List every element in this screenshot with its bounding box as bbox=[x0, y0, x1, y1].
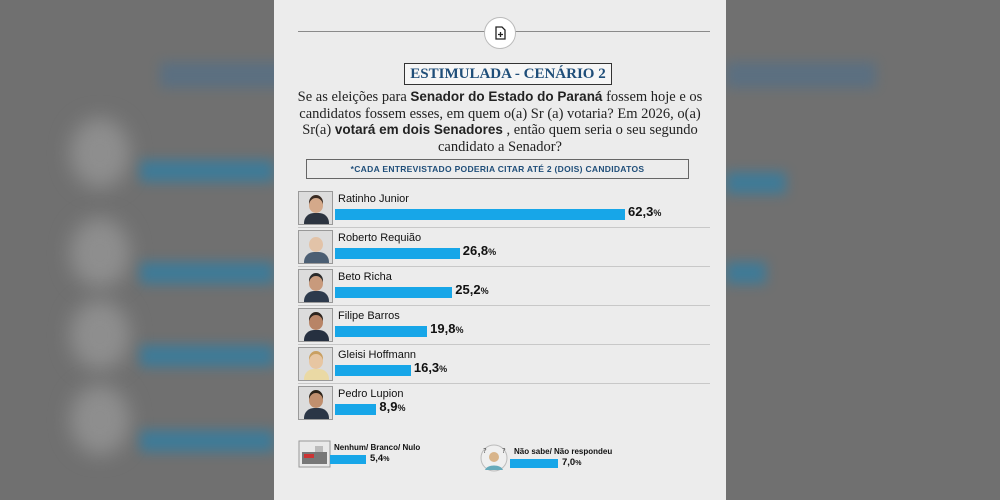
chart-bar bbox=[335, 248, 460, 259]
candidate-name: Ratinho Junior bbox=[338, 193, 409, 205]
document-plus-icon[interactable] bbox=[484, 17, 516, 49]
candidate-photo bbox=[298, 191, 333, 225]
candidate-photo bbox=[298, 386, 333, 420]
scenario-title: ESTIMULADA - CENÁRIO 2 bbox=[404, 63, 612, 85]
chart-bar bbox=[335, 326, 428, 337]
footer-value: 7,0% bbox=[562, 457, 582, 468]
footer-none-blank-null: Nenhum/ Branco/ Nulo 5,4% bbox=[298, 440, 478, 470]
poll-card: ESTIMULADA - CENÁRIO 2 Se as eleições pa… bbox=[274, 0, 726, 500]
candidate-name: Roberto Requião bbox=[338, 232, 422, 244]
question-person-icon: ?? bbox=[478, 444, 511, 472]
chart-row: Pedro Lupion 8,9% bbox=[298, 386, 718, 422]
ballot-box-icon bbox=[298, 440, 331, 468]
candidate-photo bbox=[298, 230, 333, 264]
row-divider bbox=[298, 305, 710, 306]
candidate-name: Pedro Lupion bbox=[338, 388, 404, 400]
row-divider bbox=[298, 383, 710, 384]
footer-label: Não sabe/ Não respondeu bbox=[514, 447, 613, 456]
poll-question: Se as eleições para Senador do Estado do… bbox=[297, 89, 703, 155]
data-label: 26,8% bbox=[462, 243, 497, 258]
chart-row: Beto Richa 25,2% bbox=[298, 269, 718, 305]
data-label: 8,9% bbox=[379, 399, 406, 414]
footer-bar bbox=[510, 459, 558, 468]
footer-bar bbox=[330, 455, 366, 464]
chart-bar bbox=[335, 404, 377, 415]
chart-row: Roberto Requião 26,8% bbox=[298, 230, 718, 266]
background-left bbox=[0, 0, 274, 500]
candidate-name: Beto Richa bbox=[338, 271, 392, 283]
chart-bar bbox=[335, 365, 411, 376]
row-divider bbox=[298, 266, 710, 267]
footer-label: Nenhum/ Branco/ Nulo bbox=[334, 443, 421, 452]
background-right bbox=[726, 0, 1000, 500]
candidate-name: Gleisi Hoffmann bbox=[338, 349, 417, 361]
chart-row: Gleisi Hoffmann 16,3% bbox=[298, 347, 718, 383]
candidate-photo bbox=[298, 308, 333, 342]
candidate-photo bbox=[298, 347, 333, 381]
data-label: 19,8% bbox=[430, 321, 464, 336]
data-label: 62,3% bbox=[628, 204, 662, 219]
chart-row: Ratinho Junior 62,3% bbox=[298, 191, 718, 227]
chart-bar bbox=[335, 287, 453, 298]
row-divider bbox=[298, 227, 710, 228]
row-divider bbox=[298, 344, 710, 345]
data-label: 25,2% bbox=[455, 282, 489, 297]
footer-value: 5,4% bbox=[370, 453, 390, 464]
candidate-photo bbox=[298, 269, 333, 303]
svg-text:?: ? bbox=[502, 447, 506, 455]
svg-text:?: ? bbox=[483, 447, 487, 455]
poll-note: *CADA ENTREVISTADO PODERIA CITAR ATÉ 2 (… bbox=[306, 159, 689, 179]
footer-dont-know: ?? Não sabe/ Não respondeu 7,0% bbox=[478, 444, 678, 474]
data-label: 16,3% bbox=[413, 360, 448, 375]
candidate-name: Filipe Barros bbox=[338, 310, 400, 322]
chart-row: Filipe Barros 19,8% bbox=[298, 308, 718, 344]
chart-bar bbox=[335, 209, 625, 220]
